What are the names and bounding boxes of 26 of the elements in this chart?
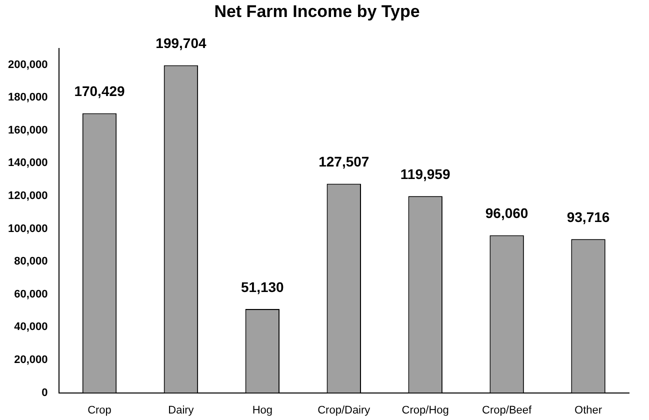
y-tick-label: 60,000	[14, 288, 48, 300]
x-tick-label: Crop/Beef	[482, 404, 533, 416]
data-label: 96,060	[485, 205, 528, 222]
data-label: 127,507	[318, 154, 370, 170]
x-tick-label: Crop/Dairy	[318, 404, 371, 416]
y-tick-label: 180,000	[8, 92, 48, 104]
y-tick-label: 80,000	[14, 256, 48, 268]
y-tick-label: 20,000	[14, 354, 48, 366]
x-tick-label: Dairy	[168, 404, 194, 416]
data-label: 93,716	[566, 208, 610, 225]
y-tick-label: 40,000	[14, 321, 48, 334]
data-label: 199,704	[156, 35, 206, 52]
data-label: 170,429	[74, 83, 126, 100]
x-tick-label: Other	[574, 404, 602, 416]
x-tick-label: Crop/Hog	[402, 404, 449, 416]
x-tick-label: Crop	[88, 404, 112, 416]
y-tick-label: 120,000	[8, 190, 48, 202]
x-tick-label: Hog	[252, 404, 273, 416]
data-label: 119,959	[400, 166, 450, 182]
y-tick-label: 160,000	[8, 124, 48, 136]
y-tick-label: 0	[42, 386, 48, 399]
y-tick-label: 200,000	[8, 58, 48, 71]
y-tick-label: 100,000	[8, 222, 48, 235]
y-tick-label: 140,000	[8, 157, 48, 170]
data-label: 51,130	[241, 278, 284, 295]
chart-title: Net Farm Income by Type	[214, 2, 420, 21]
